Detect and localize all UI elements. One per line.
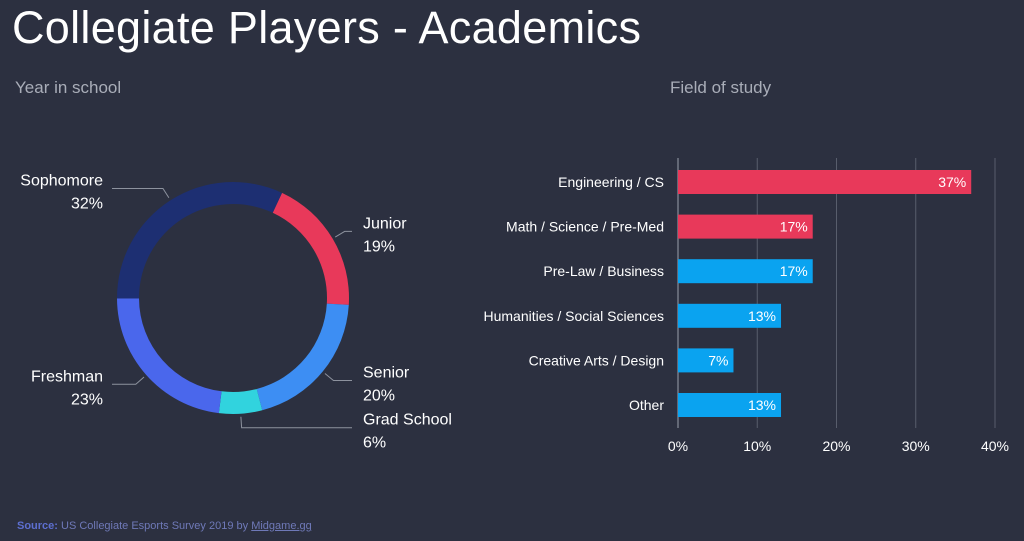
source-link[interactable]: Midgame.gg	[251, 520, 312, 532]
donut-label-sophomore: Sophomore	[20, 172, 103, 189]
donut-slice-sophomore	[117, 181, 283, 299]
leader-line-sophomore	[112, 187, 170, 199]
page-title: Collegiate Players - Academics	[12, 2, 642, 53]
donut-value-grad-school: 6%	[363, 435, 386, 452]
donut-slice-grad-school	[218, 388, 263, 414]
bar-value-label-humanities-social-sciences: 13%	[748, 308, 776, 324]
donut-value-freshman: 23%	[71, 391, 103, 408]
x-tick-label-0: 0%	[668, 438, 688, 454]
category-label-pre-law-business: Pre-Law / Business	[543, 263, 664, 279]
donut-slice-freshman	[117, 298, 222, 414]
bar-value-label-creative-arts-design: 7%	[708, 352, 728, 368]
bar-creative-arts-design	[678, 348, 734, 373]
leader-line-freshman	[112, 376, 145, 385]
source-label: Source:	[17, 520, 58, 532]
donut-label-junior: Junior	[363, 215, 407, 232]
bar-value-label-pre-law-business: 17%	[780, 263, 808, 279]
leader-line-grad-school	[240, 416, 352, 429]
category-label-creative-arts-design: Creative Arts / Design	[529, 352, 664, 368]
bar-other	[678, 393, 782, 417]
x-tick-label-10: 10%	[743, 438, 771, 454]
donut-value-senior: 20%	[363, 388, 395, 405]
bar-humanities-social-sciences	[678, 303, 782, 328]
donut-chart: Junior 19% Senior 20% Grad School 6% Freshman 2…	[20, 172, 452, 451]
leader-line-junior	[334, 230, 352, 238]
donut-label-freshman: Freshman	[31, 368, 103, 385]
source-note: Source: US Collegiate Esports Survey 201…	[17, 520, 312, 532]
bar-engineering-cs	[678, 170, 972, 194]
leader-line-senior	[324, 373, 352, 382]
source-text: US Collegiate Esports Survey 2019 by	[61, 520, 249, 532]
category-label-math-science-pre-med: Math / Science / Pre-Med	[506, 219, 664, 235]
x-tick-label-40: 40%	[981, 438, 1009, 454]
x-tick-label-20: 20%	[822, 438, 850, 454]
bar-math-science-pre-med	[678, 214, 813, 239]
bar-value-label-engineering-cs: 37%	[938, 174, 966, 190]
donut-value-sophomore: 32%	[71, 195, 103, 212]
donut-label-grad-school: Grad School	[363, 412, 452, 429]
category-label-other: Other	[629, 397, 664, 413]
donut-slice-senior	[256, 303, 349, 411]
donut-value-junior: 19%	[363, 238, 395, 255]
x-tick-label-30: 30%	[902, 438, 930, 454]
category-label-engineering-cs: Engineering / CS	[558, 174, 664, 190]
bar-pre-law-business	[678, 259, 813, 284]
donut-slice-junior	[272, 192, 349, 305]
donut-subtitle: Year in school	[15, 78, 122, 97]
category-label-humanities-social-sciences: Humanities / Social Sciences	[483, 308, 664, 324]
donut-label-senior: Senior	[363, 365, 410, 382]
bar-chart: 0% 10% 20% 30% 40% Engineering / CS 37% Math / …	[483, 158, 1009, 454]
bar-value-label-math-science-pre-med: 17%	[780, 219, 808, 235]
bar-subtitle: Field of study	[670, 78, 772, 97]
bar-value-label-other: 13%	[748, 397, 776, 413]
